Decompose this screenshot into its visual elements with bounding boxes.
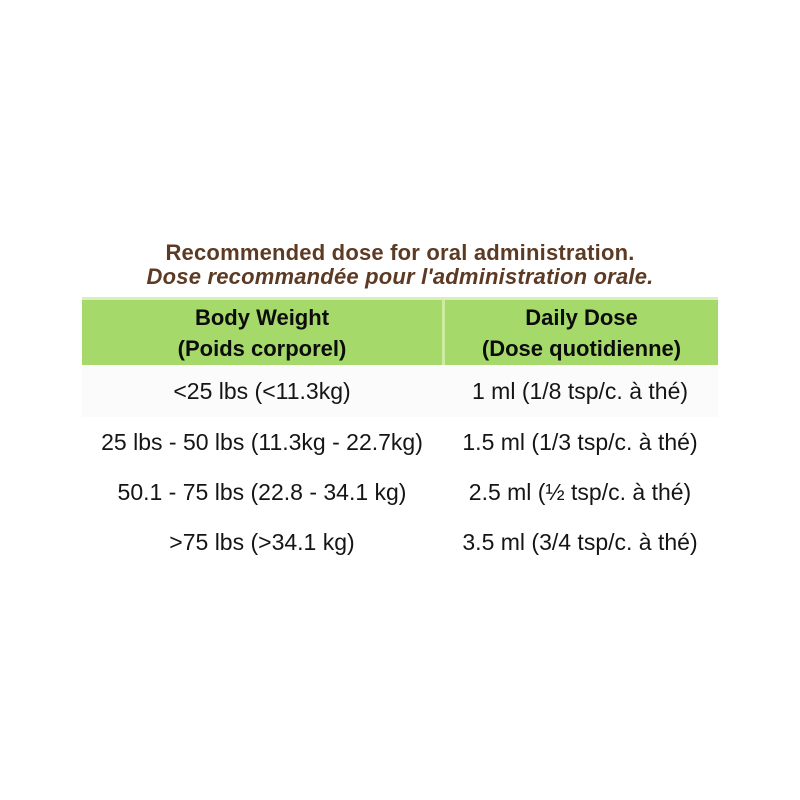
weight-cell: >75 lbs (>34.1 kg) bbox=[169, 528, 355, 555]
page-title: Recommended dose for oral administration… bbox=[0, 241, 800, 289]
weight-cell: <25 lbs (<11.3kg) bbox=[173, 377, 351, 404]
table-row-3: 50.1 - 75 lbs (22.8 - 34.1 kg) 2.5 ml (½… bbox=[82, 467, 718, 517]
header-body-weight-fr: (Poids corporel) bbox=[177, 335, 347, 361]
header-cell-daily-dose: Daily Dose (Dose quotidienne) bbox=[442, 300, 718, 365]
dose-cell: 2.5 ml (½ tsp/c. à thé) bbox=[468, 478, 692, 505]
weight-cell: 50.1 - 75 lbs (22.8 - 34.1 kg) bbox=[117, 478, 407, 505]
table-body: <25 lbs (<11.3kg) 1 ml (1/8 tsp/c. à thé… bbox=[82, 365, 718, 567]
dose-cell: 1 ml (1/8 tsp/c. à thé) bbox=[471, 377, 689, 404]
header-daily-dose-en: Daily Dose bbox=[525, 304, 638, 330]
header-daily-dose-fr: (Dose quotidienne) bbox=[481, 335, 682, 361]
dose-cell: 3.5 ml (3/4 tsp/c. à thé) bbox=[462, 528, 698, 555]
table-row-4: >75 lbs (>34.1 kg) 3.5 ml (3/4 tsp/c. à … bbox=[82, 517, 718, 567]
dose-table: Body Weight (Poids corporel) Daily Dose … bbox=[82, 297, 718, 567]
header-body-weight-en: Body Weight bbox=[194, 304, 330, 330]
page-title-english: Recommended dose for oral administration… bbox=[165, 240, 635, 265]
table-header-row: Body Weight (Poids corporel) Daily Dose … bbox=[82, 297, 718, 365]
dose-cell: 1.5 ml (1/3 tsp/c. à thé) bbox=[462, 428, 698, 455]
table-row-2: 25 lbs - 50 lbs (11.3kg - 22.7kg) 1.5 ml… bbox=[82, 417, 718, 467]
weight-cell: 25 lbs - 50 lbs (11.3kg - 22.7kg) bbox=[101, 428, 423, 455]
table-row-1: <25 lbs (<11.3kg) 1 ml (1/8 tsp/c. à thé… bbox=[82, 365, 718, 417]
page-title-french: Dose recommandée pour l'administration o… bbox=[146, 264, 654, 289]
header-cell-body-weight: Body Weight (Poids corporel) bbox=[82, 300, 442, 365]
